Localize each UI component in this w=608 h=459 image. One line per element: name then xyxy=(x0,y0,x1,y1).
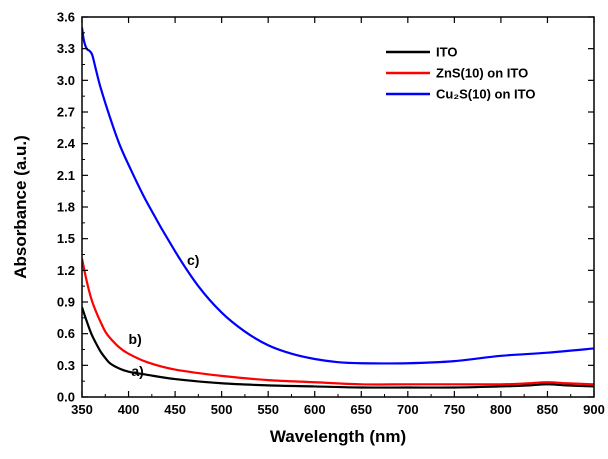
series-lines xyxy=(82,27,594,389)
y-tick-label: 2.4 xyxy=(57,136,76,151)
x-tick-label: 550 xyxy=(257,402,279,417)
legend: ITO ZnS(10) on ITO Cu₂S(10) on ITO xyxy=(386,45,535,102)
y-tick-label: 0.3 xyxy=(57,358,75,373)
y-tick-label: 2.1 xyxy=(57,168,75,183)
y-axis-title: Absorbance (a.u.) xyxy=(11,135,30,279)
series-line-1 xyxy=(82,306,594,389)
curve-label-1: a) xyxy=(131,363,143,379)
legend-label-3: Cu₂S(10) on ITO xyxy=(436,87,535,102)
plot-frame xyxy=(81,16,595,398)
y-tick-label: 1.2 xyxy=(57,263,75,278)
x-tick-label: 900 xyxy=(583,402,605,417)
x-tick-label: 500 xyxy=(211,402,233,417)
y-tick-label: 3.3 xyxy=(57,41,75,56)
x-tick-label: 850 xyxy=(537,402,559,417)
y-tick-label: 3.6 xyxy=(57,10,75,25)
series-line-3 xyxy=(82,27,594,365)
y-tick-label: 1.8 xyxy=(57,200,75,215)
x-tick-label: 800 xyxy=(490,402,512,417)
legend-label-1: ITO xyxy=(436,45,457,60)
x-tick-label: 700 xyxy=(397,402,419,417)
y-tick-label: 0.6 xyxy=(57,326,75,341)
y-tick-label: 1.5 xyxy=(57,231,75,246)
curve-label-3: c) xyxy=(187,252,199,268)
y-tick-label: 3.0 xyxy=(57,73,75,88)
x-tick-label: 450 xyxy=(164,402,186,417)
x-tick-label: 350 xyxy=(71,402,93,417)
x-axis-title: Wavelength (nm) xyxy=(270,427,406,446)
legend-label-2: ZnS(10) on ITO xyxy=(436,66,528,81)
axis-ticks: 350 400 450 500 550 600 650 700 750 800 850 900 0.0 0… xyxy=(57,10,605,418)
curve-labels: a) b) c) xyxy=(129,252,200,379)
curve-label-2: b) xyxy=(129,331,142,347)
x-tick-label: 750 xyxy=(444,402,466,417)
y-tick-label: 0.0 xyxy=(57,390,75,405)
x-tick-label: 650 xyxy=(350,402,372,417)
y-tick-label: 0.9 xyxy=(57,295,75,310)
x-tick-label: 400 xyxy=(118,402,140,417)
series-line-2 xyxy=(82,258,594,386)
y-tick-label: 2.7 xyxy=(57,105,75,120)
x-tick-label: 600 xyxy=(304,402,326,417)
